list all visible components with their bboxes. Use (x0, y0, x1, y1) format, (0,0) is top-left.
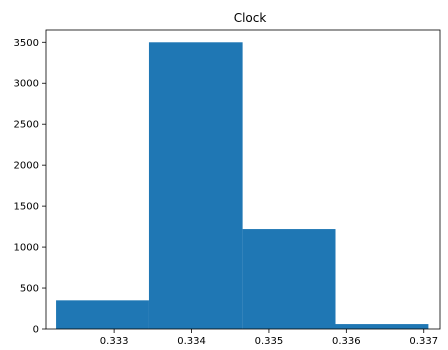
histogram-bar-1 (56, 300, 149, 329)
x-tick-label: 0.334 (177, 336, 206, 347)
y-tick-label: 3000 (14, 79, 39, 90)
y-tick-label: 0 (33, 325, 39, 336)
x-tick-label: 0.336 (332, 336, 361, 347)
histogram-bar-3 (242, 229, 336, 329)
histogram-bar-2 (148, 42, 243, 330)
y-tick-label: 2500 (14, 120, 39, 131)
x-tick-label: 0.335 (255, 336, 284, 347)
plot-frame (45, 29, 441, 330)
x-tick-label: 0.333 (100, 336, 129, 347)
y-tick-label: 1500 (14, 202, 39, 213)
y-tick-label: 1000 (14, 243, 39, 254)
y-tick-label: 3500 (14, 38, 39, 49)
chart-title: Clock (234, 11, 267, 25)
x-tick-label: 0.337 (409, 336, 438, 347)
bars-group (56, 42, 429, 330)
y-tick-label: 500 (20, 284, 39, 295)
x-axis: 0.333 0.334 0.335 0.336 0.337 (100, 329, 438, 347)
histogram-bar-4 (335, 324, 429, 329)
y-tick-label: 2000 (14, 161, 39, 172)
y-axis: 0 500 1000 1500 2000 2500 3000 3500 (14, 38, 46, 336)
